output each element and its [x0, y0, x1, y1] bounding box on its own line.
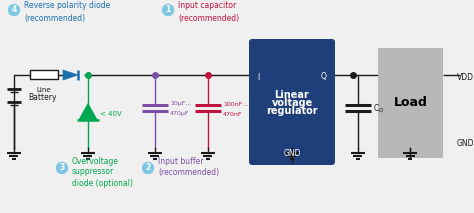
Text: Load: Load: [393, 96, 428, 109]
Circle shape: [163, 4, 173, 16]
Text: Input buffer: Input buffer: [158, 157, 203, 166]
Text: 3: 3: [59, 164, 64, 173]
Text: 4: 4: [11, 6, 17, 14]
Text: I: I: [257, 72, 259, 82]
Circle shape: [143, 163, 154, 174]
Text: 100nF…: 100nF…: [223, 102, 248, 106]
Text: GND: GND: [457, 138, 474, 147]
Text: 470μF: 470μF: [170, 111, 190, 117]
Text: C$_Q$: C$_Q$: [373, 103, 384, 115]
Text: suppressor: suppressor: [72, 167, 114, 177]
Text: Battery: Battery: [28, 92, 56, 102]
Text: 10μF…: 10μF…: [170, 102, 191, 106]
Bar: [30, 70, 58, 79]
Polygon shape: [63, 70, 78, 80]
Polygon shape: [79, 104, 97, 119]
Text: (recommended): (recommended): [158, 167, 219, 177]
Text: Overvoltage: Overvoltage: [72, 157, 119, 166]
Bar: [378, 48, 443, 158]
Text: 2: 2: [146, 164, 151, 173]
Text: 1: 1: [165, 6, 171, 14]
Text: GND: GND: [283, 150, 301, 158]
Text: 470nF: 470nF: [223, 111, 243, 117]
Text: Q: Q: [321, 72, 327, 82]
FancyBboxPatch shape: [249, 39, 335, 165]
Text: Input capacitor: Input capacitor: [178, 1, 236, 10]
Text: diode (optional): diode (optional): [72, 178, 133, 187]
Text: (recommended): (recommended): [178, 13, 239, 23]
Text: < 40V: < 40V: [100, 111, 122, 117]
Circle shape: [56, 163, 67, 174]
Text: regulator: regulator: [266, 106, 318, 116]
Text: Reverse polarity diode: Reverse polarity diode: [24, 1, 110, 10]
Text: voltage: voltage: [272, 98, 313, 108]
Text: (recommended): (recommended): [24, 13, 85, 23]
Circle shape: [9, 4, 19, 16]
Text: VDD: VDD: [457, 72, 474, 82]
Text: Line: Line: [36, 87, 51, 93]
Text: Linear: Linear: [274, 90, 310, 100]
